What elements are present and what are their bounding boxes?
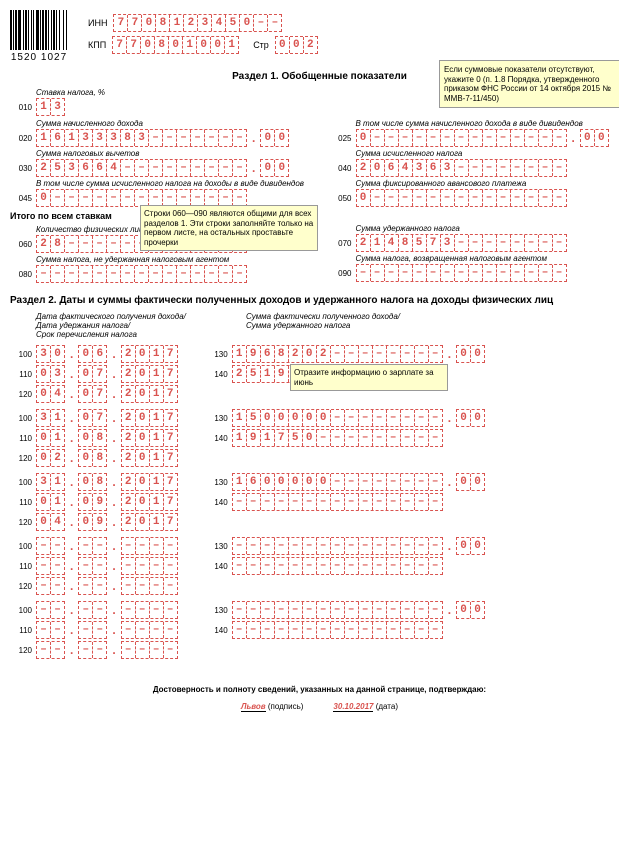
- lbl-040: Сумма исчисленного налога: [356, 149, 619, 158]
- label-kpp: КПП: [88, 40, 106, 50]
- barcode-text: 1520 1027: [11, 52, 67, 63]
- hdr-right: Сумма фактически полученного дохода/ Сум…: [246, 312, 400, 339]
- lbl-070: Сумма удержанного налога: [356, 224, 619, 233]
- lbl-020: Сумма начисленного дохода: [36, 119, 310, 128]
- section2-title: Раздел 2. Даты и суммы фактически получе…: [10, 295, 619, 306]
- code-010: 010: [10, 103, 32, 112]
- label-inn: ИНН: [88, 18, 107, 28]
- field-025: 0––––––––––––––: [356, 129, 567, 147]
- kpp-field: 770801001: [112, 36, 239, 54]
- lbl-025: В том числе сумма начисленного дохода в …: [356, 119, 619, 128]
- field-040: 2064363––––––––: [356, 159, 567, 177]
- lbl-080: Сумма налога, не удержанная налоговым аг…: [36, 255, 310, 264]
- barcode: 1520 1027: [10, 10, 68, 63]
- footer-text: Достоверность и полноту сведений, указан…: [10, 685, 619, 694]
- field-080: –––––––––––––––: [36, 265, 247, 283]
- lbl-030: Сумма налоговых вычетов: [36, 149, 310, 158]
- str-field: 002: [275, 36, 318, 54]
- note-1: Если суммовые показатели отсутствуют, ук…: [439, 60, 619, 108]
- field-050: 0––––––––––––––: [356, 189, 567, 207]
- field-090: –––––––––––––––: [356, 264, 567, 282]
- lbl-050: Сумма фиксированного авансового платежа: [356, 179, 619, 188]
- signature: Львов: [241, 702, 266, 712]
- note-3: Отразите информацию о зарплате за июнь: [290, 364, 448, 391]
- sig-date: 30.10.2017: [333, 702, 373, 712]
- inn-field: 7708123450––: [113, 14, 282, 32]
- label-str: Стр: [253, 40, 269, 50]
- field-070: 2148573––––––––: [356, 234, 567, 252]
- note-2: Строки 060—090 являются общими для всех …: [140, 205, 318, 251]
- lbl-045: В том числе сумма исчисленного налога на…: [36, 179, 310, 188]
- field-010: 13: [36, 98, 65, 116]
- lbl-090: Сумма налога, возвращенная налоговым аге…: [356, 254, 619, 263]
- field-030: 253664–––––––––: [36, 159, 247, 177]
- field-020: 16133383–––––––: [36, 129, 247, 147]
- hdr-left: Дата фактического получения дохода/ Дата…: [36, 312, 206, 339]
